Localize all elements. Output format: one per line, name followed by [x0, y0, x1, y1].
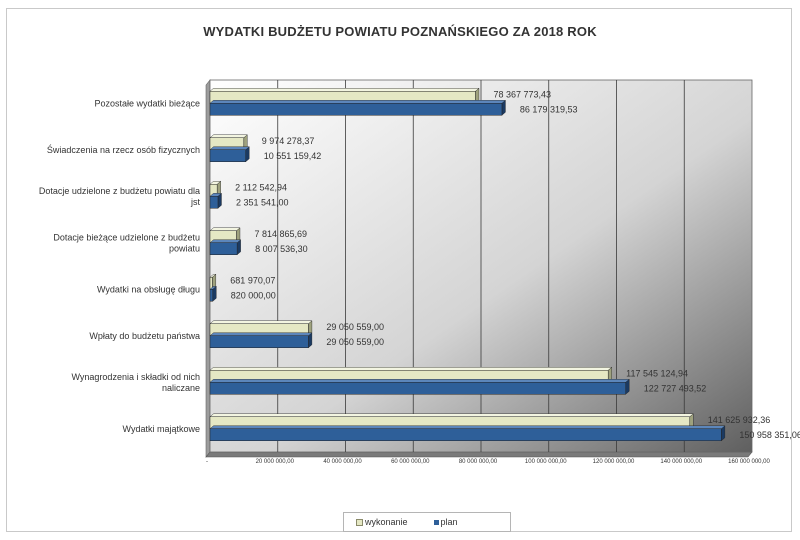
- data-label-wykonanie: 681 970,07: [230, 275, 275, 285]
- data-label-wykonanie: 78 367 773,43: [493, 89, 551, 99]
- bar-top: [209, 367, 613, 371]
- bar-plan: [209, 192, 223, 209]
- data-label-wykonanie: 2 112 542,94: [235, 182, 287, 192]
- bar-top: [209, 227, 241, 231]
- category-label: Pozostałe wydatki bieżące: [94, 98, 200, 108]
- x-tick-label: 100 000 000,00: [525, 459, 567, 465]
- x-tick-label: 20 000 000,00: [256, 459, 295, 465]
- bar-plan: [209, 378, 630, 395]
- chart-title: WYDATKI BUDŻETU POWIATU POZNAŃSKIEGO ZA …: [203, 24, 597, 39]
- category-label: Wpłaty do budżetu państwa: [89, 331, 200, 341]
- bar-top: [209, 146, 250, 150]
- x-tick-label: 160 000 000,00: [728, 459, 770, 465]
- category-label: Wynagrodzenia i składki od nich: [72, 372, 201, 382]
- bar-front: [209, 289, 214, 302]
- category-label: powiatu: [169, 243, 200, 253]
- category-label: naliczane: [162, 383, 200, 393]
- bar-top: [209, 332, 313, 336]
- data-label-wykonanie: 9 974 278,37: [262, 136, 315, 146]
- bar-top: [209, 134, 248, 138]
- data-label-wykonanie: 7 814 865,69: [254, 229, 307, 239]
- bar-wykonanie: [209, 180, 222, 197]
- data-label-plan: 86 179 319,53: [520, 104, 578, 114]
- data-label-plan: 150 958 351,06: [739, 430, 800, 440]
- bar-top: [209, 320, 313, 324]
- x-tick-label: 80 000 000,00: [459, 459, 498, 465]
- bar-front: [209, 149, 246, 162]
- bar-top: [209, 425, 726, 429]
- bar-front: [209, 103, 503, 116]
- bar-plan: [209, 239, 242, 256]
- bar-plan: [209, 285, 217, 302]
- bar-top: [209, 379, 630, 383]
- category-label: jst: [190, 197, 200, 207]
- legend-item-plan: plan: [433, 517, 458, 527]
- legend-swatch-wykonanie: [356, 518, 363, 526]
- bar-plan: [209, 425, 726, 442]
- data-label-plan: 820 000,00: [231, 290, 276, 300]
- data-label-wykonanie: 117 545 124,94: [626, 368, 688, 378]
- bar-front: [209, 196, 219, 209]
- bar-front: [209, 335, 309, 348]
- data-label-wykonanie: 141 625 932,36: [708, 415, 771, 425]
- bar-top: [209, 100, 506, 104]
- x-tick-label: -: [206, 459, 208, 465]
- legend-label-wykonanie: wykonanie: [365, 517, 408, 527]
- legend-item-wykonanie: wykonanie: [356, 517, 408, 527]
- x-tick-label: 140 000 000,00: [660, 459, 702, 465]
- bar-top: [209, 413, 694, 417]
- legend-swatch-plan: [433, 519, 439, 525]
- bar-plan: [209, 332, 313, 349]
- data-label-plan: 122 727 493,52: [644, 383, 707, 393]
- x-tick-label: 40 000 000,00: [323, 459, 362, 465]
- bar-top: [209, 88, 480, 92]
- category-label: Wydatki majątkowe: [123, 424, 200, 434]
- x-tick-label: 120 000 000,00: [593, 459, 635, 465]
- data-label-plan: 29 050 559,00: [326, 337, 384, 347]
- data-label-wykonanie: 29 050 559,00: [326, 322, 384, 332]
- chart-legend: wykonanie plan: [343, 512, 511, 532]
- data-label-plan: 10 551 159,42: [264, 151, 322, 161]
- bar-front: [209, 242, 238, 255]
- bar-front: [209, 428, 722, 441]
- data-label-plan: 2 351 541,00: [236, 197, 289, 207]
- category-label: Świadczenia na rzecz osób fizycznych: [47, 144, 200, 155]
- data-label-plan: 8 007 536,30: [255, 244, 308, 254]
- plot-side-wall: [205, 79, 211, 458]
- bar-plan: [209, 99, 506, 116]
- bar-top: [209, 239, 242, 243]
- plot-floor: [205, 451, 753, 458]
- x-tick-label: 60 000 000,00: [391, 459, 430, 465]
- bar-plan: [209, 146, 250, 163]
- bar-front: [209, 382, 626, 395]
- category-label: Dotacje udzielone z budżetu powiatu dla: [39, 186, 200, 196]
- legend-label-plan: plan: [440, 517, 458, 527]
- category-label: Wydatki na obsługę długu: [97, 284, 200, 294]
- category-label: Dotacje bieżące udzielone z budżetu: [53, 232, 200, 242]
